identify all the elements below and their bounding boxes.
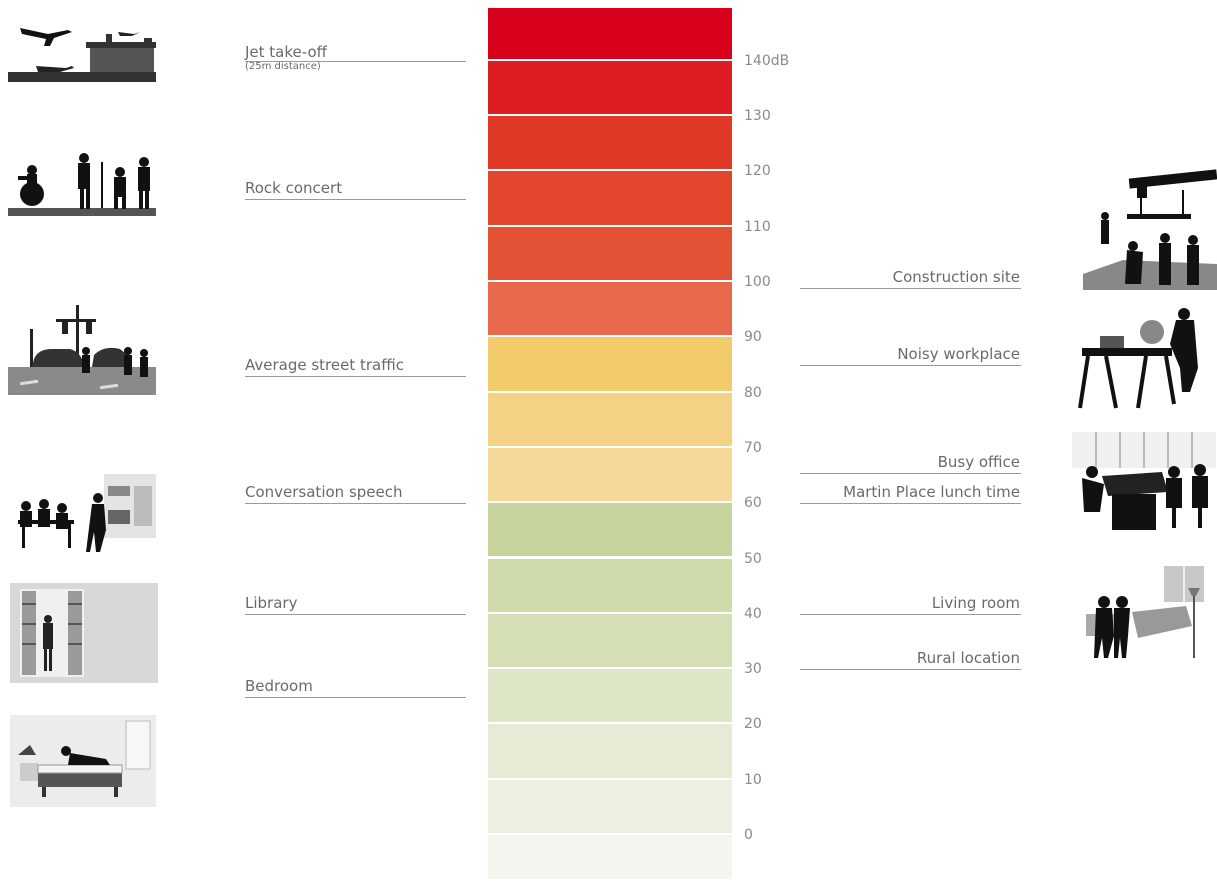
tick-label-110: 110 — [744, 218, 771, 235]
source-name: Bedroom — [245, 676, 313, 695]
scale-band-140 — [488, 8, 732, 61]
tick-label-30: 30 — [744, 661, 762, 678]
tick-label-70: 70 — [744, 439, 762, 456]
source-name: Rock concert — [245, 179, 343, 198]
leader-line-bedroom — [245, 696, 466, 698]
source-name: Living room — [931, 593, 1020, 612]
source-label-martin-place-lunch-time: Martin Place lunch time — [843, 483, 1020, 501]
leader-line-busy-office — [800, 472, 1021, 474]
scale-band-40 — [488, 558, 732, 614]
construction-site-icon — [1083, 164, 1217, 294]
tick-label-100: 100 — [744, 274, 771, 290]
library-icon — [10, 583, 158, 683]
source-label-conversation-speech: Conversation speech — [245, 483, 403, 501]
conversation-icon — [8, 474, 156, 554]
leader-line-jet-take-off — [245, 60, 466, 62]
leader-line-rural-location — [800, 669, 1021, 671]
source-name: Jet take-off — [245, 42, 327, 61]
source-label-living-room: Living room — [932, 594, 1020, 612]
rock-band-icon — [8, 152, 156, 216]
scale-band-50 — [488, 503, 732, 559]
source-label-rural-location: Rural location — [917, 649, 1020, 667]
source-label-average-street-traffic: Average street traffic — [245, 356, 404, 374]
living-room-icon — [1086, 566, 1214, 660]
street-traffic-icon — [8, 305, 156, 395]
office-icon — [1072, 432, 1216, 536]
tick-label-80: 80 — [744, 384, 762, 401]
source-name: Conversation speech — [245, 483, 403, 502]
scale-band-30 — [488, 613, 732, 670]
tick-label-90: 90 — [744, 329, 762, 346]
source-label-bedroom: Bedroom — [245, 677, 313, 695]
source-label-rock-concert: Rock concert — [245, 179, 342, 197]
leader-line-construction-site — [800, 287, 1021, 289]
source-name: Average street traffic — [245, 356, 404, 374]
leader-line-living-room — [800, 613, 1021, 615]
scale-band-90 — [488, 282, 732, 338]
tick-label-10: 10 — [744, 771, 762, 788]
source-name: Construction site — [892, 267, 1020, 286]
tick-label-60: 60 — [744, 495, 762, 512]
tick-label-0: 0 — [744, 827, 753, 843]
source-name: Noisy workplace — [897, 344, 1020, 363]
scale-band-100 — [488, 226, 732, 282]
source-name: Busy office — [937, 452, 1020, 471]
leader-line-conversation-speech — [245, 503, 466, 505]
scale-band--8 — [488, 835, 732, 880]
bedroom-icon — [10, 715, 156, 807]
scale-band-10 — [488, 724, 732, 780]
source-name: Library — [245, 593, 298, 612]
source-label-construction-site: Construction site — [893, 268, 1020, 286]
decibel-scale-bar — [488, 8, 732, 882]
workplace-icon — [1072, 304, 1206, 414]
source-name: Martin Place lunch time — [843, 483, 1020, 502]
leader-line-noisy-workplace — [800, 364, 1021, 366]
leader-line-library — [245, 613, 466, 615]
scale-band-70 — [488, 392, 732, 448]
leader-line-rock-concert — [245, 199, 466, 201]
scale-band-60 — [488, 447, 732, 504]
scale-band-80 — [488, 337, 732, 393]
scale-band-110 — [488, 171, 732, 227]
source-label-noisy-workplace: Noisy workplace — [897, 345, 1020, 363]
source-name: Rural location — [916, 649, 1020, 668]
source-sublabel: (25m distance) — [245, 60, 321, 72]
source-label-jet-take-off: Jet take-off (25m distance) — [245, 43, 327, 73]
leader-line-martin-place-lunch-time — [800, 503, 1021, 505]
scale-band-20 — [488, 669, 732, 725]
scale-band-0 — [488, 779, 732, 835]
tick-label-20: 20 — [744, 716, 762, 733]
tick-label-40: 40 — [744, 605, 762, 622]
leader-line-average-street-traffic — [245, 376, 466, 377]
scale-band-130 — [488, 60, 732, 117]
source-label-busy-office: Busy office — [938, 453, 1020, 471]
source-label-library: Library — [245, 594, 297, 612]
tick-label-130: 130 — [744, 108, 771, 125]
tick-label-140: 140dB — [744, 52, 790, 69]
jet-airport-icon — [8, 20, 156, 82]
tick-label-120: 120 — [744, 163, 771, 180]
scale-band-120 — [488, 116, 732, 172]
tick-label-50: 50 — [744, 550, 762, 567]
